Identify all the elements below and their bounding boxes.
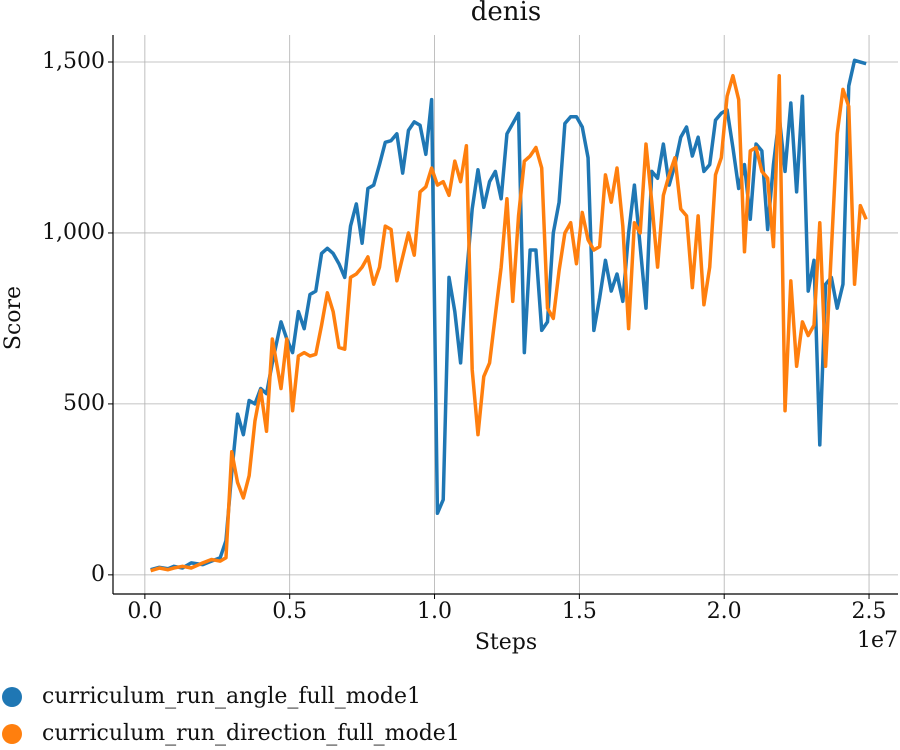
x-offset-label: 1e7 [857, 628, 898, 653]
y-tick-label: 1,500 [42, 49, 105, 74]
series-line [150, 58, 867, 572]
y-tick-label: 0 [91, 562, 105, 587]
x-axis-label: Steps [475, 630, 537, 655]
legend-label: curriculum_run_angle_full_mode1 [42, 684, 421, 709]
y-tick-label: 1,000 [42, 220, 105, 245]
x-tick-label: 2.0 [707, 599, 742, 624]
legend-marker [2, 687, 22, 707]
x-tick-label: 0.5 [272, 599, 307, 624]
legend-marker [2, 724, 22, 744]
y-tick-label: 500 [63, 391, 105, 416]
x-tick-label: 2.5 [852, 599, 887, 624]
legend-label: curriculum_run_direction_full_mode1 [42, 721, 460, 746]
x-tick-label: 1.5 [562, 599, 597, 624]
x-tick-label: 1.0 [417, 599, 452, 624]
series-line [150, 73, 868, 573]
y-axis-label: Score [1, 286, 26, 350]
x-tick-label: 0.0 [127, 599, 162, 624]
chart-title: denis [471, 0, 541, 27]
